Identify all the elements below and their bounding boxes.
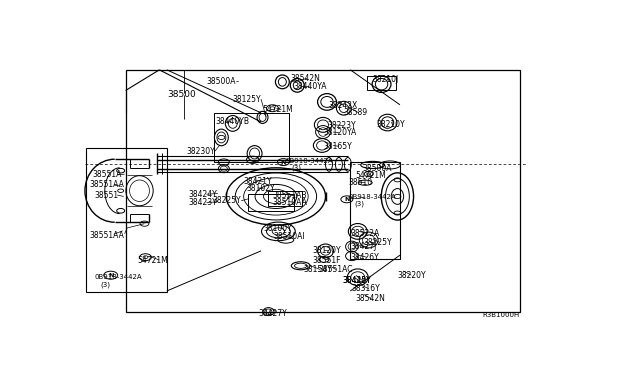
- Text: 0B918-3442A: 0B918-3442A: [286, 158, 333, 164]
- Text: 38426Y: 38426Y: [350, 253, 379, 262]
- Text: 38589: 38589: [344, 108, 368, 117]
- Text: 38424Y: 38424Y: [188, 190, 217, 199]
- Text: 38316Y: 38316Y: [352, 284, 381, 293]
- Text: 38551AB: 38551AB: [273, 190, 307, 199]
- Text: 38427Y: 38427Y: [259, 309, 287, 318]
- Text: 38551AA: 38551AA: [89, 180, 124, 189]
- Text: 38210J: 38210J: [372, 74, 399, 83]
- Text: 38542N: 38542N: [355, 295, 385, 304]
- Bar: [350, 162, 400, 260]
- Text: 38551: 38551: [95, 190, 119, 199]
- Text: 38551AA: 38551AA: [89, 231, 124, 240]
- Text: 38510AA: 38510AA: [273, 198, 307, 207]
- Text: 38220Y: 38220Y: [397, 271, 426, 280]
- Text: 54721M: 54721M: [355, 171, 386, 180]
- Text: 0B918-3442A: 0B918-3442A: [349, 194, 396, 200]
- Text: 38551F: 38551F: [312, 256, 340, 264]
- Text: 38440YB: 38440YB: [215, 118, 249, 126]
- Text: 38225Y: 38225Y: [364, 238, 392, 247]
- Text: N: N: [281, 160, 286, 164]
- Text: 38210Y: 38210Y: [376, 121, 405, 129]
- Text: 38165Y: 38165Y: [323, 142, 352, 151]
- Text: (3): (3): [101, 281, 111, 288]
- Text: 38120YA: 38120YA: [323, 128, 356, 137]
- Text: 38551A: 38551A: [92, 170, 122, 179]
- Text: 38551AC: 38551AC: [318, 265, 353, 274]
- Text: 54721M: 54721M: [137, 256, 168, 264]
- Text: 38423Y: 38423Y: [188, 198, 217, 207]
- Bar: [367, 76, 396, 90]
- Text: 38510: 38510: [349, 178, 373, 187]
- Text: 38522A: 38522A: [350, 229, 380, 238]
- Text: N: N: [108, 273, 113, 278]
- Bar: [125, 70, 520, 312]
- Text: (3): (3): [355, 201, 365, 208]
- Text: 38500A: 38500A: [207, 77, 236, 86]
- Bar: [269, 191, 302, 206]
- Text: 38100Y: 38100Y: [264, 224, 292, 233]
- Bar: [214, 113, 289, 162]
- Text: 38102Y: 38102Y: [246, 184, 275, 193]
- Text: 38154Y: 38154Y: [303, 265, 332, 274]
- Text: 38440YA: 38440YA: [293, 82, 327, 91]
- Text: 38242X: 38242X: [328, 101, 357, 110]
- Text: 38510AI: 38510AI: [273, 232, 305, 241]
- Bar: [86, 148, 167, 292]
- Text: 38230Y: 38230Y: [186, 147, 215, 156]
- Text: 38125Y: 38125Y: [232, 94, 261, 103]
- Text: (3): (3): [292, 164, 302, 171]
- Bar: [248, 194, 294, 211]
- Text: 38427J: 38427J: [350, 242, 377, 251]
- Text: 38120Y: 38120Y: [312, 246, 340, 255]
- Text: 38225Y: 38225Y: [212, 196, 241, 205]
- Text: 38500: 38500: [167, 90, 196, 99]
- Text: R3B1000H: R3B1000H: [482, 312, 520, 318]
- Text: 38425Y: 38425Y: [343, 276, 372, 285]
- Text: 38223Y: 38223Y: [327, 121, 356, 130]
- Text: N: N: [344, 197, 349, 202]
- Text: 38500A: 38500A: [363, 164, 392, 173]
- Text: 54721M: 54721M: [262, 105, 293, 114]
- Text: 38421Y: 38421Y: [244, 177, 272, 186]
- Text: 0B918-3442A: 0B918-3442A: [95, 274, 143, 280]
- Text: 38440Y: 38440Y: [343, 276, 372, 285]
- Text: 38542N: 38542N: [291, 74, 321, 83]
